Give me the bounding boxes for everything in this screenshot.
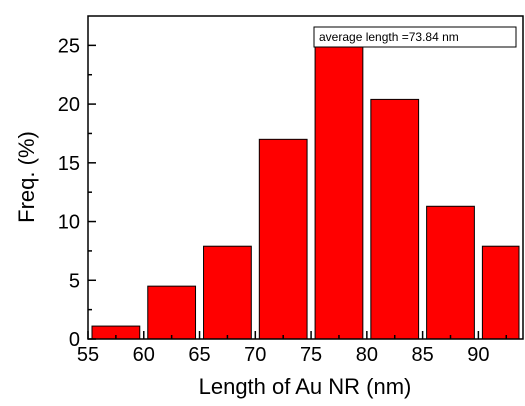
ticks-group: 55 60 65 70 75 80 85 90 0 5 10 15 20 25 <box>58 35 508 366</box>
x-tick-label-60: 60 <box>133 344 155 366</box>
y-tick-label-25: 25 <box>58 35 80 57</box>
y-tick-label-5: 5 <box>69 270 80 292</box>
bar-92.5 <box>481 245 520 340</box>
x-axis-title: Length of Au NR (nm) <box>199 374 412 399</box>
bar-82.5 <box>370 98 420 340</box>
annotation-text: average length =73.84 nm <box>319 30 459 44</box>
y-tick-label-20: 20 <box>58 94 80 116</box>
y-tick-label-0: 0 <box>69 329 80 351</box>
bar-72.5 <box>258 138 308 340</box>
bar-67.5 <box>203 245 252 340</box>
x-tick-label-80: 80 <box>356 344 378 366</box>
y-tick-label-10: 10 <box>58 212 80 234</box>
annotation-box: average length =73.84 nm <box>313 26 517 48</box>
annotation-frame <box>313 26 517 48</box>
x-tick-label-85: 85 <box>411 344 433 366</box>
bar-87.5 <box>426 205 475 340</box>
bars-group <box>91 44 520 340</box>
x-tick-label-75: 75 <box>300 344 322 366</box>
x-tick-label-65: 65 <box>188 344 210 366</box>
bar-77.5 <box>314 44 364 340</box>
y-axis-title: Freq. (%) <box>14 131 39 223</box>
bar-62.5 <box>147 285 197 340</box>
x-tick-label-55: 55 <box>77 344 99 366</box>
x-tick-label-70: 70 <box>244 344 266 366</box>
y-tick-label-15: 15 <box>58 153 80 175</box>
x-tick-label-90: 90 <box>467 344 489 366</box>
plot-frame <box>87 15 524 340</box>
